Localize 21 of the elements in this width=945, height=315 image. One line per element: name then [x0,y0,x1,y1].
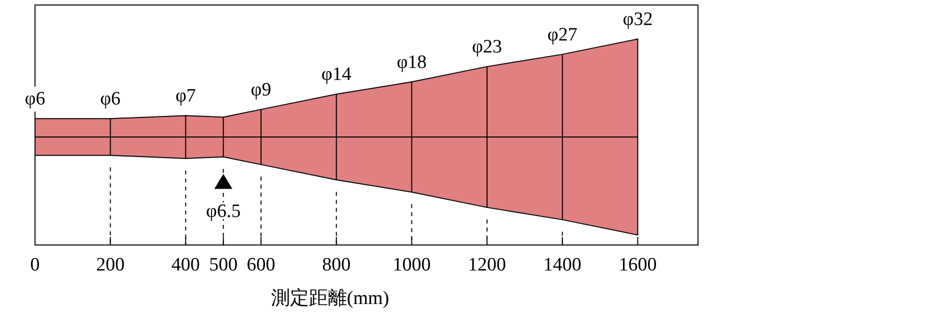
x-tick-label: 400 [171,254,200,276]
data-label: φ23 [472,36,502,58]
x-tick-label: 1400 [543,254,582,276]
x-tick-label: 800 [322,254,351,276]
data-label: φ7 [175,86,196,107]
x-tick-label: 500 [209,254,238,276]
data-label: φ9 [250,79,272,100]
x-tick-label: 1200 [468,254,506,276]
text: φ6.5 [206,200,241,222]
x-tick-label: 1600 [618,254,657,276]
data-label: φ6 [24,88,46,110]
x-axis-title: 測定距離(mm) [270,287,390,309]
data-label: φ6 [100,88,121,110]
x-tick-label: 200 [96,254,125,276]
x-tick-label: 0 [30,254,40,276]
data-label: φ14 [321,64,352,86]
data-label: φ27 [547,24,578,46]
data-label: φ32 [622,9,653,30]
data-label: φ18 [396,52,427,73]
x-tick-label: 600 [246,254,276,276]
x-tick-label: 1000 [392,254,431,276]
